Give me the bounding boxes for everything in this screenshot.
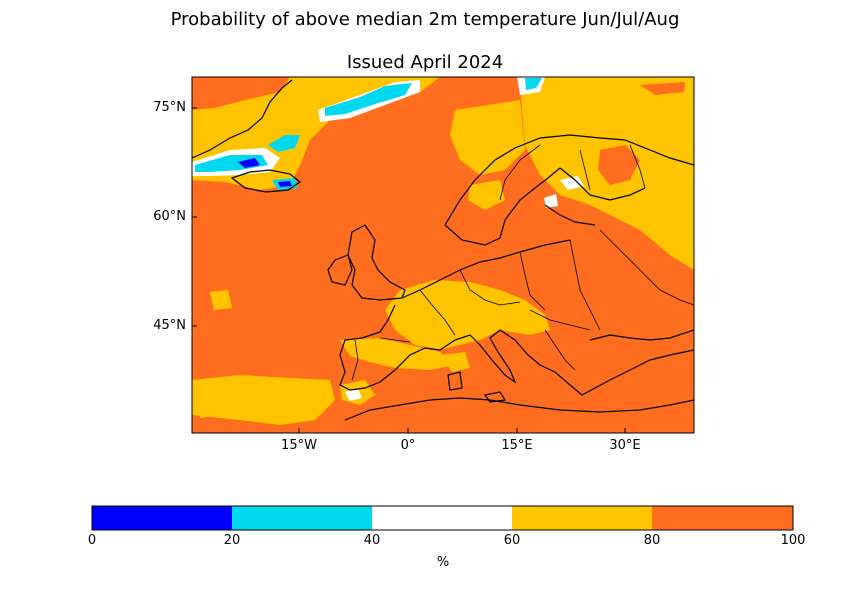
greenland-coast	[192, 79, 293, 159]
border-germany-south	[459, 269, 521, 306]
lat-label-60n: 60°N	[153, 209, 186, 224]
colorbar-frame	[91, 505, 794, 531]
colorbar-tick-0: 0	[87, 533, 97, 548]
region-80-100-finland	[598, 145, 640, 185]
baltic-coast	[544, 204, 596, 226]
axis-ticks	[192, 107, 626, 433]
region-20-40-svalbard	[525, 78, 542, 90]
region-60-80-atlantic-patch	[210, 290, 232, 310]
map-subtitle: Issued April 2024	[346, 52, 504, 73]
region-40-60-gibraltar	[345, 388, 362, 401]
border-france-germany	[419, 289, 456, 336]
sicily-coast	[483, 391, 507, 403]
gulf-of-bothnia	[559, 167, 646, 201]
region-40-60-baltic	[544, 194, 558, 208]
region-60-80-scandinavia-coast	[450, 100, 525, 175]
region-0-20-iceland-south	[278, 181, 292, 187]
map-fill-layer	[192, 77, 694, 433]
region-0-20-iceland	[238, 158, 260, 168]
colorbar-tick-100: 100	[780, 533, 806, 548]
lat-label-45n: 45°N	[153, 318, 186, 333]
atlantic-iberia-coast	[339, 304, 441, 391]
colorbar	[91, 505, 794, 531]
lon-label-15w: 15°W	[281, 438, 317, 453]
lat-label-75n: 75°N	[153, 100, 186, 115]
region-80-100-greenland	[192, 77, 290, 110]
border-poland-east	[569, 239, 601, 331]
border-hungary	[529, 309, 591, 331]
colorbar-unit: %	[436, 555, 450, 570]
map-title: Probability of above median 2m temperatu…	[170, 9, 680, 30]
region-60-80-iberia	[340, 338, 455, 370]
ireland-coast	[327, 254, 353, 286]
region-60-80-atlantic-patch-2	[200, 395, 225, 418]
lon-label-30e: 30°E	[609, 438, 641, 453]
colorbar-tick-20: 20	[223, 533, 241, 548]
lon-label-0: 0°	[400, 438, 416, 453]
country-borders	[351, 144, 694, 381]
scandinavia-north-coast	[444, 134, 694, 226]
region-60-80-southwest-atlantic	[192, 375, 335, 425]
colorbar-bin-0-20	[92, 506, 232, 530]
region-20-40-denmark-strait	[325, 83, 412, 116]
border-balkans	[544, 329, 576, 371]
border-spain-france	[379, 337, 411, 343]
north-sea-coast	[401, 239, 571, 299]
coastlines	[192, 79, 694, 421]
colorbar-bin-80-100	[652, 506, 793, 530]
great-britain-coast	[347, 224, 406, 301]
border-norway-sweden	[499, 144, 541, 201]
border-sweden-finland	[579, 149, 591, 191]
border-russia	[599, 229, 694, 306]
region-40-60-finland-south	[560, 176, 584, 190]
region-80-100-barents	[640, 82, 685, 95]
scandinavia-south-coast	[444, 167, 561, 246]
border-spain-portugal	[351, 339, 359, 381]
sardinia-coast	[447, 371, 463, 391]
border-finland-russia	[629, 144, 646, 189]
iceland-coast	[230, 169, 302, 193]
italy-coast	[439, 329, 556, 384]
greece-turkey-coast	[554, 349, 694, 396]
colorbar-bin-20-40	[232, 506, 372, 530]
north-africa-coast	[344, 397, 694, 421]
colorbar-tick-40: 40	[363, 533, 381, 548]
region-60-80-sardinia	[440, 352, 470, 372]
map-frame	[191, 76, 695, 434]
colorbar-tick-80: 80	[643, 533, 661, 548]
border-poland-west	[519, 251, 546, 311]
region-60-80-norway-south	[468, 180, 505, 210]
black-sea-coast	[589, 329, 694, 341]
colorbar-tick-60: 60	[503, 533, 521, 548]
region-80-100-southwest-corner	[192, 415, 290, 433]
colorbar-bin-40-60	[372, 506, 512, 530]
lon-label-15e: 15°E	[501, 438, 533, 453]
colorbar-bin-60-80	[512, 506, 652, 530]
region-20-40-iceland-north	[268, 135, 300, 152]
